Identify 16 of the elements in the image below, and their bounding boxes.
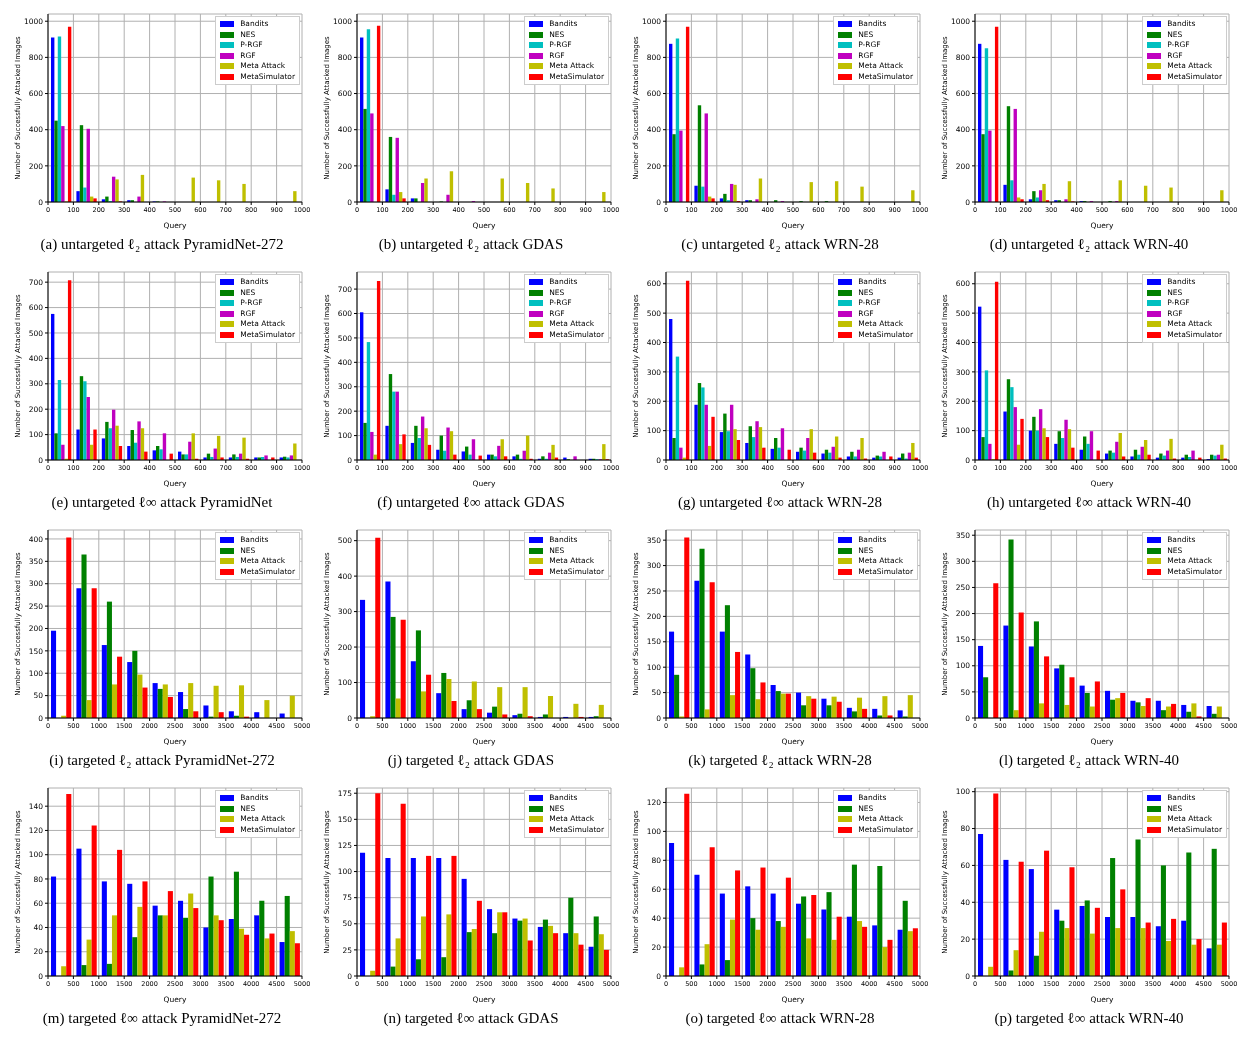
- text: (d) untargeted ℓ₂ attack WRN-40: [989, 236, 1189, 253]
- text: (h) untargeted ℓ∞ attack WRN-40: [987, 494, 1191, 511]
- text: (n) targeted ℓ∞ attack GDAS: [383, 1010, 559, 1027]
- text: (m) targeted ℓ∞ attack PyramidNet-272: [42, 1010, 282, 1027]
- text: (l) targeted ℓ₂ attack WRN-40: [998, 752, 1180, 769]
- text: (j) targeted ℓ₂ attack GDAS: [387, 752, 555, 769]
- text: (k) targeted ℓ₂ attack WRN-28: [688, 752, 872, 769]
- text: (g) untargeted ℓ∞ attack WRN-28: [678, 494, 882, 511]
- text: (c) untargeted ℓ₂ attack WRN-28: [681, 236, 879, 253]
- text: (a) untargeted ℓ₂ attack PyramidNet-272: [40, 236, 284, 253]
- text: (p) targeted ℓ∞ attack WRN-40: [994, 1010, 1184, 1027]
- text: (e) untargeted ℓ∞ attack PyramidNet: [51, 494, 273, 511]
- text: (b) untargeted ℓ₂ attack GDAS: [378, 236, 564, 253]
- text: (f) untargeted ℓ∞ attack GDAS: [377, 494, 565, 511]
- text: (i) targeted ℓ₂ attack PyramidNet-272: [49, 752, 275, 769]
- text: (o) targeted ℓ∞ attack WRN-28: [685, 1010, 875, 1027]
